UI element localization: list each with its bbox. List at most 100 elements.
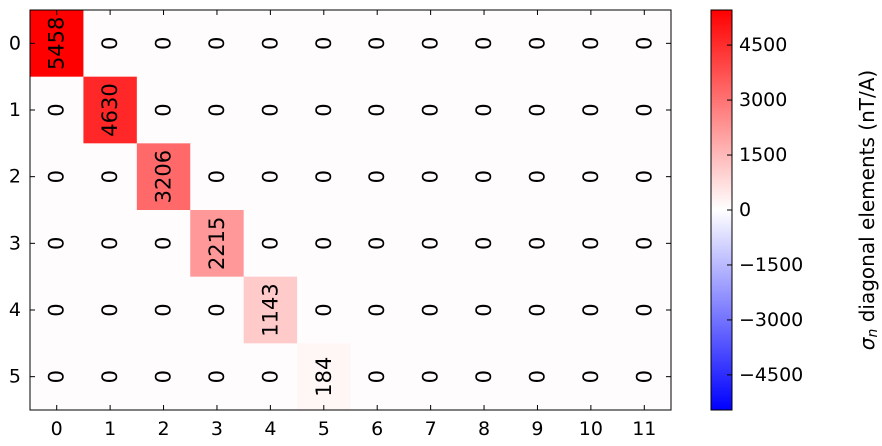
heatmap-cell <box>136 210 191 278</box>
heatmap-cell <box>190 210 245 278</box>
heatmap-cell <box>350 143 405 211</box>
y-tick-label: 3 <box>9 232 21 254</box>
colorbar-label: σn diagonal elements (nT/A) <box>855 70 882 350</box>
heatmap-cell <box>243 10 298 78</box>
heatmap-cell <box>350 343 405 411</box>
heatmap-cell <box>350 276 405 344</box>
heatmap-cell <box>510 276 565 344</box>
cell-value-label: 0 <box>312 37 336 50</box>
cell-value-label: 0 <box>419 303 443 316</box>
colorbar-tick-label: 1500 <box>739 144 787 166</box>
cell-value-label: 0 <box>98 303 122 316</box>
cell-value-label: 0 <box>205 303 229 316</box>
cell-value-label: 0 <box>152 237 176 250</box>
x-tick-label: 4 <box>264 418 276 440</box>
heatmap-cell <box>190 10 245 78</box>
cell-value-label: 0 <box>472 303 496 316</box>
heatmap-cell <box>83 276 138 344</box>
cell-value-label: 0 <box>205 170 229 183</box>
cell-value-label: 0 <box>579 37 603 50</box>
cell-value-label: 0 <box>152 370 176 383</box>
cell-value-label: 0 <box>632 170 656 183</box>
cell-value-label: 0 <box>632 303 656 316</box>
cell-value-label: 0 <box>472 237 496 250</box>
heatmap-cell <box>190 343 245 411</box>
cell-value-label: 0 <box>258 237 282 250</box>
cell-value-label: 0 <box>579 370 603 383</box>
cell-value-label: 0 <box>579 237 603 250</box>
x-tick-label: 10 <box>579 418 603 440</box>
cell-value-label: 0 <box>632 370 656 383</box>
heatmap-cells <box>30 10 672 411</box>
heatmap-cell <box>136 10 191 78</box>
cell-labels: 5458 0 0 0 0 0 0 0 0 0 0 0 0 4630 0 0 0 0 0 0 0 0 0 0 0 0 3206 0 0 0 0… <box>45 17 657 397</box>
cell-value-label: 184 <box>312 357 336 397</box>
cell-value-label: 0 <box>419 170 443 183</box>
heatmap-cell <box>297 276 351 344</box>
cell-value-label: 0 <box>365 103 389 116</box>
cell-value-label: 0 <box>525 103 549 116</box>
heatmap-cell <box>403 10 458 78</box>
cell-value-label: 0 <box>312 103 336 116</box>
heatmap-cell <box>297 343 351 411</box>
heatmap-cell <box>510 143 565 211</box>
cell-value-label: 0 <box>579 103 603 116</box>
cell-value-label: 0 <box>632 37 656 50</box>
colorbar-label-symbol: σ <box>855 336 879 350</box>
cell-value-label: 0 <box>258 370 282 383</box>
cell-value-label: 2215 <box>205 217 229 270</box>
cell-value-label: 0 <box>205 103 229 116</box>
heatmap-cell <box>403 276 458 344</box>
heatmap-cell <box>510 343 565 411</box>
heatmap-cell <box>617 343 672 411</box>
cell-value-label: 3206 <box>152 150 176 203</box>
heatmap-cell <box>617 76 672 144</box>
heatmap-cell <box>457 10 512 78</box>
heatmap-cell <box>457 76 512 144</box>
cell-value-label: 0 <box>152 103 176 116</box>
heatmap-cell <box>564 343 619 411</box>
plot-frame <box>29 9 672 411</box>
cell-value-label: 5458 <box>45 17 69 70</box>
cell-value-label: 0 <box>365 237 389 250</box>
cell-value-label: 0 <box>419 37 443 50</box>
y-tick-label: 4 <box>9 299 21 321</box>
cell-value-label: 0 <box>632 237 656 250</box>
colorbar-label-text: diagonal elements (nT/A) <box>855 70 879 329</box>
cell-value-label: 0 <box>419 370 443 383</box>
cell-value-label: 0 <box>98 170 122 183</box>
heatmap-cell <box>510 76 565 144</box>
heatmap-cell <box>617 210 672 278</box>
heatmap-cell <box>564 276 619 344</box>
heatmap-cell <box>30 210 84 278</box>
x-tick-label: 8 <box>478 418 490 440</box>
cell-value-label: 0 <box>45 103 69 116</box>
x-tick-label: 0 <box>51 418 63 440</box>
colorbar-tick-label: 3000 <box>739 89 787 111</box>
colorbar-tick-label: 0 <box>739 199 751 221</box>
heatmap-cell <box>30 276 84 344</box>
cell-value-label: 0 <box>152 37 176 50</box>
heatmap-cell <box>457 276 512 344</box>
cell-value-label: 0 <box>472 37 496 50</box>
cell-value-label: 0 <box>45 170 69 183</box>
cell-value-label: 0 <box>579 170 603 183</box>
heatmap-cell <box>136 276 191 344</box>
heatmap-cell <box>136 143 191 211</box>
cell-value-label: 0 <box>419 237 443 250</box>
heatmap-cell <box>564 143 619 211</box>
cell-value-label: 0 <box>365 170 389 183</box>
x-tick-label: 6 <box>371 418 383 440</box>
y-tick-labels: 0 1 2 3 4 5 <box>9 32 21 387</box>
x-tick-label: 2 <box>157 418 169 440</box>
x-tick-label: 5 <box>318 418 330 440</box>
heatmap-cell <box>350 10 405 78</box>
heatmap-cell <box>243 210 298 278</box>
cell-value-label: 0 <box>312 303 336 316</box>
heatmap-cell <box>83 76 138 144</box>
cell-value-label: 0 <box>98 37 122 50</box>
colorbar-label-subscript: n <box>865 329 881 338</box>
x-tick-label: 11 <box>632 418 656 440</box>
heatmap-cell <box>617 10 672 78</box>
x-tick-label: 1 <box>104 418 116 440</box>
